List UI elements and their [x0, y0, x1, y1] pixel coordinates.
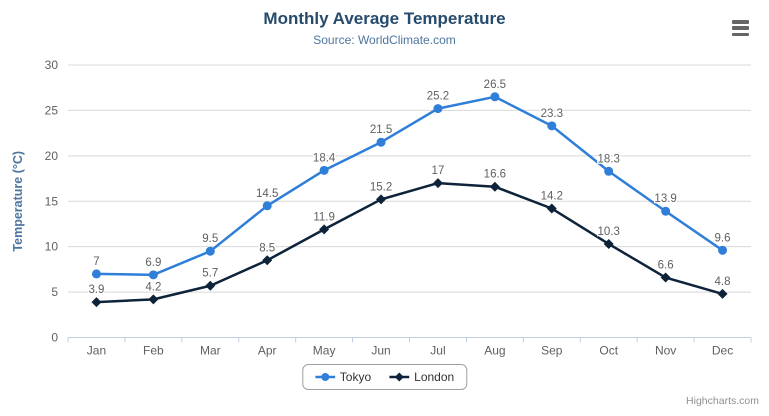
tokyo-data-label: 26.5 [484, 79, 506, 91]
london-data-label: 3.9 [88, 284, 104, 296]
london-data-label: 14.2 [541, 191, 563, 203]
london-data-label: 16.6 [484, 169, 506, 181]
y-axis-label: 30 [45, 58, 59, 72]
tokyo-data-label: 9.5 [202, 233, 218, 245]
legend-item-tokyo[interactable]: Tokyo [314, 370, 372, 384]
tokyo-point-nov[interactable] [661, 206, 671, 216]
y-axis-label: 5 [51, 285, 58, 299]
tokyo-data-label: 9.6 [715, 232, 731, 244]
london-point-jan[interactable] [91, 297, 102, 308]
tokyo-point-sep[interactable] [547, 121, 557, 131]
tokyo-point-mar[interactable] [205, 246, 215, 256]
tokyo-point-oct[interactable] [604, 166, 614, 176]
london-point-may[interactable] [319, 224, 330, 235]
london-point-dec[interactable] [717, 288, 728, 299]
x-axis-label: Sep [541, 344, 563, 358]
london-data-label: 6.6 [658, 260, 674, 272]
legend: Tokyo London [301, 364, 468, 390]
x-axis-label: Jul [430, 344, 445, 358]
tokyo-point-jan[interactable] [91, 269, 101, 279]
x-axis-label: Jan [87, 344, 106, 358]
london-point-feb[interactable] [148, 294, 159, 305]
hamburger-icon [732, 20, 749, 24]
series-line-london[interactable] [95, 181, 724, 304]
london-data-label: 4.2 [145, 281, 161, 293]
tokyo-point-jul[interactable] [433, 104, 443, 114]
tokyo-data-label: 21.5 [370, 124, 392, 136]
tokyo-data-label: 18.4 [313, 152, 336, 164]
x-axis-label: Oct [599, 344, 618, 358]
chart-title: Monthly Average Temperature [263, 9, 506, 28]
legend-label-london: London [414, 370, 455, 384]
x-axis-label: Jun [371, 344, 390, 358]
x-axis-label: Apr [258, 344, 277, 358]
london-point-jun[interactable] [376, 194, 387, 205]
tokyo-data-label: 18.3 [598, 153, 620, 165]
tokyo-data-label: 14.5 [256, 188, 278, 200]
london-data-label: 15.2 [370, 181, 392, 193]
tokyo-point-aug[interactable] [490, 92, 500, 102]
y-axis-label: 0 [51, 331, 58, 345]
hamburger-icon [732, 32, 749, 36]
y-axis-label: 15 [45, 194, 59, 208]
london-point-apr[interactable] [262, 255, 273, 266]
series-line-tokyo[interactable] [95, 95, 724, 277]
x-axis-label: Dec [712, 344, 733, 358]
london-point-jul[interactable] [432, 178, 443, 189]
x-axis-label: May [313, 344, 336, 358]
credits-link[interactable]: Highcharts.com [686, 395, 759, 407]
london-data-label: 11.9 [313, 211, 335, 223]
y-axis-label: 20 [45, 149, 59, 163]
london-data-label: 4.8 [715, 276, 731, 288]
hamburger-icon [732, 26, 749, 30]
tokyo-legend-marker-icon [314, 373, 335, 381]
y-axis-title: Temperature (°C) [11, 151, 25, 252]
tokyo-data-label: 25.2 [427, 91, 449, 103]
tokyo-point-may[interactable] [319, 165, 329, 175]
london-data-label: 8.5 [259, 242, 275, 254]
london-point-sep[interactable] [546, 203, 557, 214]
london-point-mar[interactable] [205, 280, 216, 291]
tokyo-data-label: 6.9 [145, 257, 161, 269]
london-point-oct[interactable] [603, 238, 614, 249]
london-data-label: 5.7 [202, 268, 218, 280]
y-axis-label: 10 [45, 240, 59, 254]
x-axis-label: Feb [143, 344, 164, 358]
y-axis-label: 25 [45, 103, 59, 117]
tokyo-point-dec[interactable] [718, 245, 728, 255]
tokyo-data-label: 23.3 [541, 108, 563, 120]
chart-subtitle: Source: WorldClimate.com [313, 33, 456, 47]
x-axis-label: Aug [484, 344, 505, 358]
export-menu-button[interactable] [732, 20, 750, 36]
legend-label-tokyo: Tokyo [339, 370, 372, 384]
tokyo-data-label: 13.9 [654, 193, 676, 205]
london-data-label: 17 [432, 165, 445, 177]
legend-item-london[interactable]: London [389, 370, 454, 384]
tokyo-point-jun[interactable] [376, 137, 386, 147]
tokyo-point-feb[interactable] [148, 270, 158, 280]
tokyo-point-apr[interactable] [262, 201, 272, 211]
london-point-nov[interactable] [660, 272, 671, 283]
tokyo-data-label: 7 [93, 256, 99, 268]
london-data-label: 10.3 [598, 226, 620, 238]
x-axis-label: Mar [200, 344, 221, 358]
london-legend-marker-icon [389, 372, 410, 382]
x-axis-label: Nov [655, 344, 676, 358]
london-point-aug[interactable] [489, 181, 500, 192]
